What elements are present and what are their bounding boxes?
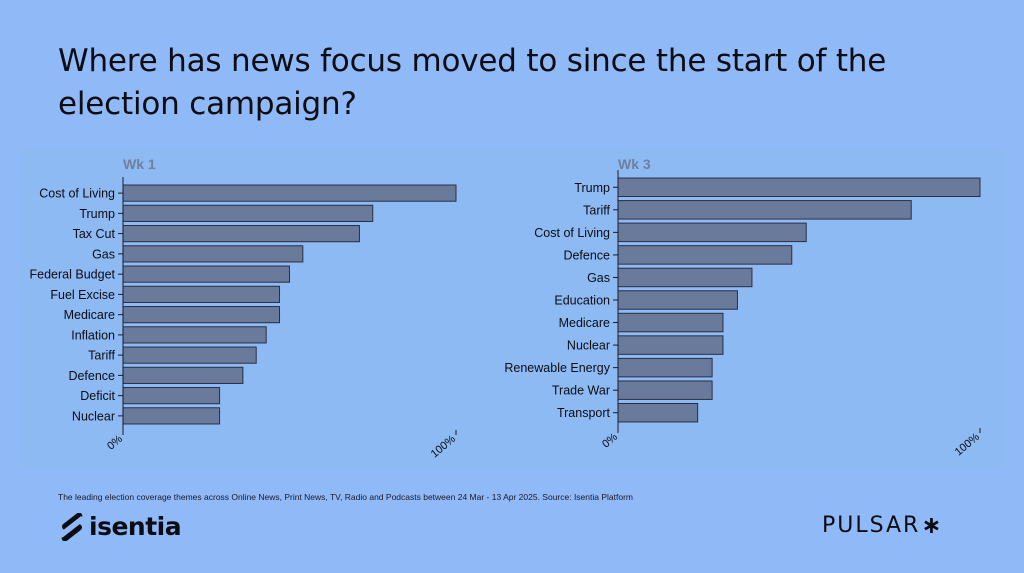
isentia-logo-text: isentia — [89, 512, 182, 541]
category-label: Tariff — [583, 203, 610, 217]
bar — [617, 290, 738, 310]
category-label: Tax Cut — [73, 227, 116, 241]
bar — [617, 380, 713, 400]
category-label: Nuclear — [72, 409, 115, 423]
bar — [617, 402, 699, 423]
isentia-logo-icon — [59, 512, 85, 541]
bar — [122, 326, 267, 344]
bar — [617, 200, 912, 220]
category-label: Gas — [92, 247, 115, 261]
bar — [617, 357, 713, 378]
category-label: Inflation — [71, 328, 115, 342]
bar — [122, 346, 257, 364]
category-label: Cost of Living — [39, 187, 115, 201]
x-tick-label: 100% — [429, 433, 458, 460]
bar — [617, 245, 793, 265]
category-label: Defence — [68, 369, 115, 383]
category-label: Medicare — [559, 316, 610, 330]
chart-week-3: Wk 3 Trump Tariff Cost of Living Defence Gas E… — [480, 148, 1005, 468]
category-label: Nuclear — [567, 339, 610, 353]
bar — [122, 387, 221, 405]
category-label: Gas — [587, 271, 610, 285]
category-label: Fuel Excise — [50, 288, 115, 302]
category-label: Transport — [557, 406, 611, 420]
x-tick-label: 0% — [105, 433, 125, 453]
bar — [617, 222, 807, 243]
isentia-logo: isentia — [58, 512, 182, 541]
category-label: Federal Budget — [30, 268, 116, 282]
category-label: Education — [554, 294, 610, 308]
chart-title: Wk 1 — [123, 156, 156, 172]
bar — [617, 335, 724, 355]
source-footnote: The leading election coverage themes acr… — [58, 492, 633, 502]
pulsar-star-icon: ∗ — [921, 511, 942, 539]
bar — [122, 225, 360, 243]
category-label: Trump — [79, 207, 115, 221]
chart-week-3-svg: Wk 3 Trump Tariff Cost of Living Defence Gas E… — [504, 156, 982, 458]
category-label: Renewable Energy — [504, 361, 610, 375]
x-tick-label: 0% — [600, 431, 620, 451]
category-label: Trade War — [552, 384, 610, 398]
bar — [122, 204, 374, 222]
bar — [122, 285, 281, 303]
bar — [617, 267, 753, 288]
chart-title: Wk 3 — [618, 156, 651, 172]
page-title: Where has news focus moved to since the … — [58, 43, 887, 122]
category-label: Tariff — [88, 349, 115, 363]
category-label: Deficit — [80, 389, 115, 403]
category-label: Defence — [563, 248, 610, 262]
pulsar-logo: PULSAR ∗ — [822, 511, 941, 539]
bar — [122, 184, 457, 202]
category-label: Medicare — [64, 308, 115, 322]
bar — [122, 265, 290, 283]
bar — [122, 245, 304, 263]
x-tick-label: 100% — [953, 431, 982, 458]
category-label: Trump — [574, 181, 610, 195]
bar — [617, 177, 981, 198]
chart-week-1: Wk 1 Cost of Living Trump Tax Cut Gas Federal… — [20, 148, 500, 468]
pulsar-logo-text: PULSAR — [822, 512, 921, 538]
chart-week-1-svg: Wk 1 Cost of Living Trump Tax Cut Gas Federal… — [30, 156, 459, 460]
bar — [617, 312, 724, 333]
bar — [122, 306, 281, 324]
bar — [122, 366, 244, 384]
bar — [122, 407, 221, 425]
category-label: Cost of Living — [534, 226, 610, 240]
